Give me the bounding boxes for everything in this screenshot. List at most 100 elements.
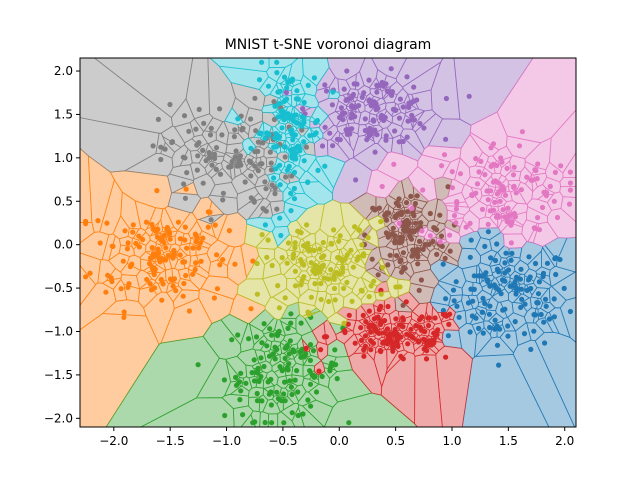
scatter-point — [511, 164, 517, 170]
scatter-point — [181, 181, 187, 187]
scatter-point — [151, 271, 157, 278]
scatter-point — [526, 254, 532, 260]
scatter-point — [275, 283, 281, 289]
voronoi-cell — [332, 224, 352, 242]
scatter-point — [536, 227, 543, 233]
scatter-point — [496, 214, 502, 220]
scatter-point — [235, 116, 241, 122]
scatter-point — [536, 279, 543, 285]
scatter-point — [235, 332, 241, 338]
scatter-point — [277, 88, 283, 94]
scatter-point — [517, 276, 524, 282]
y-tick-label: 1.0 — [54, 151, 73, 165]
scatter-point — [401, 264, 407, 270]
voronoi-cell — [187, 220, 203, 239]
scatter-point — [252, 149, 258, 155]
scatter-point — [476, 169, 482, 175]
scatter-point — [292, 151, 298, 157]
scatter-point — [307, 381, 314, 387]
scatter-point — [411, 84, 417, 90]
scatter-point — [182, 195, 188, 201]
scatter-point — [292, 245, 298, 251]
scatter-point — [305, 179, 311, 185]
scatter-point — [217, 106, 223, 112]
scatter-point — [181, 113, 188, 119]
scatter-point — [372, 127, 378, 133]
scatter-point — [496, 362, 502, 368]
scatter-point — [360, 312, 366, 318]
scatter-point — [182, 224, 188, 230]
scatter-point — [186, 128, 192, 134]
scatter-point — [171, 276, 178, 282]
scatter-point — [200, 147, 206, 153]
voronoi-cell — [245, 217, 276, 233]
scatter-point — [427, 210, 433, 217]
scatter-point — [269, 332, 275, 338]
scatter-point — [284, 260, 290, 266]
scatter-point — [484, 188, 490, 194]
scatter-point — [502, 278, 508, 284]
scatter-point — [353, 177, 359, 183]
scatter-point — [362, 127, 368, 134]
x-tick-label: 1.5 — [499, 434, 518, 448]
scatter-point — [97, 240, 103, 246]
scatter-point — [262, 222, 268, 228]
scatter-point — [150, 226, 156, 232]
scatter-point — [313, 130, 319, 136]
scatter-point — [283, 174, 289, 180]
scatter-point — [193, 260, 199, 266]
scatter-point — [326, 298, 332, 305]
scatter-point — [336, 238, 342, 244]
scatter-point — [233, 382, 240, 388]
scatter-point — [404, 134, 410, 140]
x-tick-label: −1.5 — [156, 434, 185, 448]
scatter-point — [505, 267, 512, 273]
voronoi-cell — [496, 58, 576, 144]
scatter-point — [232, 154, 238, 160]
scatter-point — [311, 75, 317, 81]
scatter-point — [254, 260, 260, 267]
y-tick-label: −0.5 — [44, 281, 73, 295]
scatter-point — [566, 201, 573, 207]
scatter-point — [289, 131, 295, 137]
scatter-point — [400, 315, 406, 321]
scatter-point — [340, 264, 346, 270]
scatter-point — [393, 284, 399, 290]
scatter-point — [286, 361, 292, 367]
scatter-point — [482, 300, 488, 307]
scatter-point — [344, 68, 350, 74]
scatter-point — [127, 264, 133, 270]
scatter-point — [159, 256, 165, 262]
scatter-point — [415, 254, 421, 260]
scatter-point — [320, 239, 326, 246]
scatter-point — [328, 267, 334, 273]
scatter-point — [490, 141, 497, 147]
voronoi-cell — [221, 393, 250, 410]
scatter-point — [551, 314, 558, 320]
scatter-point — [368, 337, 374, 344]
scatter-point — [453, 220, 459, 226]
scatter-point — [201, 120, 207, 126]
x-tick-label: 1.0 — [442, 434, 461, 448]
scatter-point — [120, 258, 126, 264]
scatter-point — [494, 342, 501, 348]
scatter-point — [291, 185, 297, 192]
scatter-point — [470, 298, 476, 304]
scatter-point — [248, 306, 254, 312]
scatter-point — [456, 314, 462, 320]
scatter-point — [359, 94, 365, 100]
scatter-point — [197, 240, 204, 246]
scatter-point — [213, 166, 219, 172]
scatter-point — [171, 252, 177, 258]
scatter-point — [171, 247, 177, 254]
y-tick-label: 0.0 — [54, 238, 73, 252]
scatter-point — [288, 208, 294, 214]
scatter-point — [411, 117, 417, 123]
scatter-point — [240, 412, 246, 418]
scatter-point — [194, 142, 200, 148]
voronoi-cell — [524, 137, 552, 171]
scatter-point — [260, 205, 266, 212]
scatter-point — [420, 187, 426, 193]
scatter-point — [170, 283, 176, 289]
scatter-point — [298, 230, 304, 236]
